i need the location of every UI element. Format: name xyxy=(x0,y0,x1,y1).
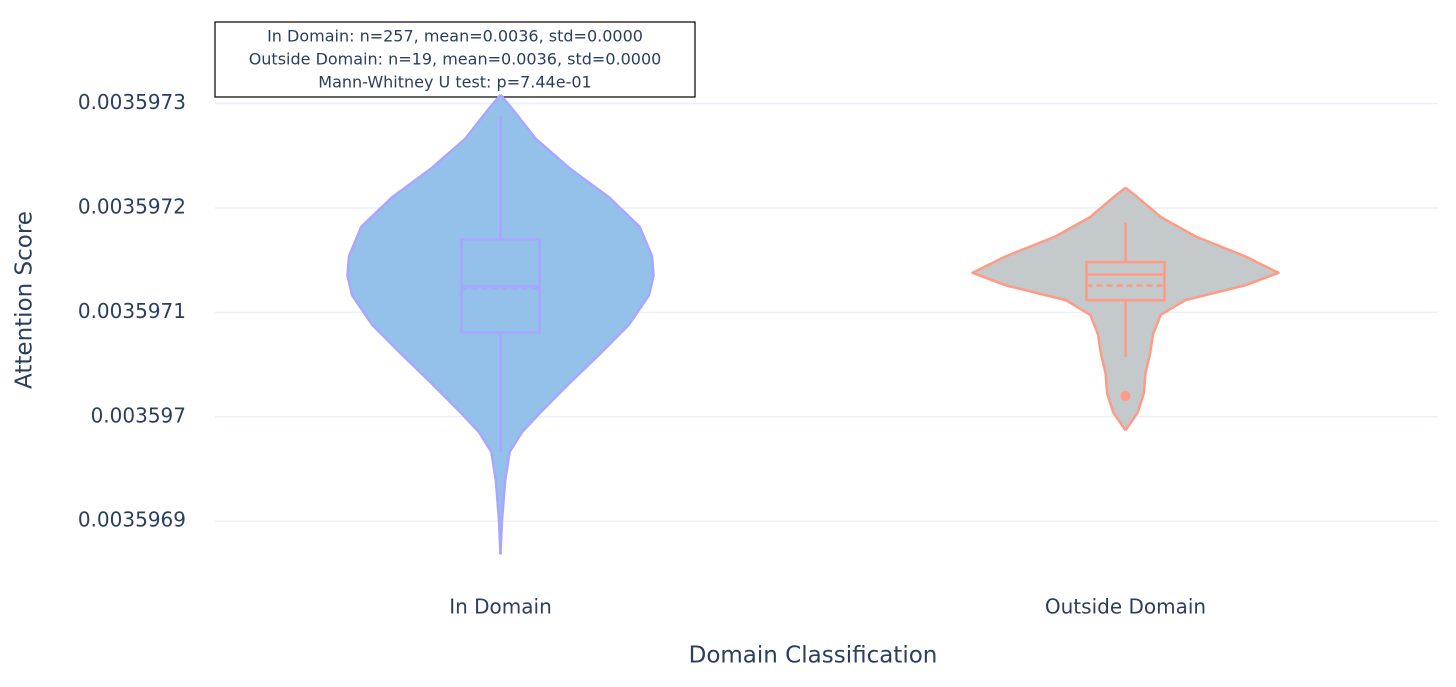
outlier xyxy=(1120,391,1131,402)
y-tick-label: 0.0035972 xyxy=(78,194,186,218)
y-tick-label: 0.0035973 xyxy=(78,90,186,114)
annotation: Outside Domain: n=19, mean=0.0036, std=0… xyxy=(249,50,662,69)
y-tick-label: 0.0035969 xyxy=(78,508,186,532)
violin-half xyxy=(346,93,502,555)
x-tick-label: Outside Domain xyxy=(1045,595,1206,619)
y-tick-label: 0.0035971 xyxy=(78,299,186,323)
y-tick-label: 0.003597 xyxy=(91,403,186,427)
x-axis-title: Domain Classification xyxy=(689,643,938,669)
y-axis-title: Attention Score xyxy=(12,211,38,389)
annotation-box xyxy=(214,21,696,98)
violin-half xyxy=(971,186,1127,432)
violin-half xyxy=(1124,186,1280,432)
annotation: In Domain: n=257, mean=0.0036, std=0.000… xyxy=(267,27,643,46)
annotation: Mann-Whitney U test: p=7.44e-01 xyxy=(318,73,591,92)
box xyxy=(1085,260,1166,302)
violin-half xyxy=(499,93,655,555)
x-tick-label: In Domain xyxy=(449,595,552,619)
